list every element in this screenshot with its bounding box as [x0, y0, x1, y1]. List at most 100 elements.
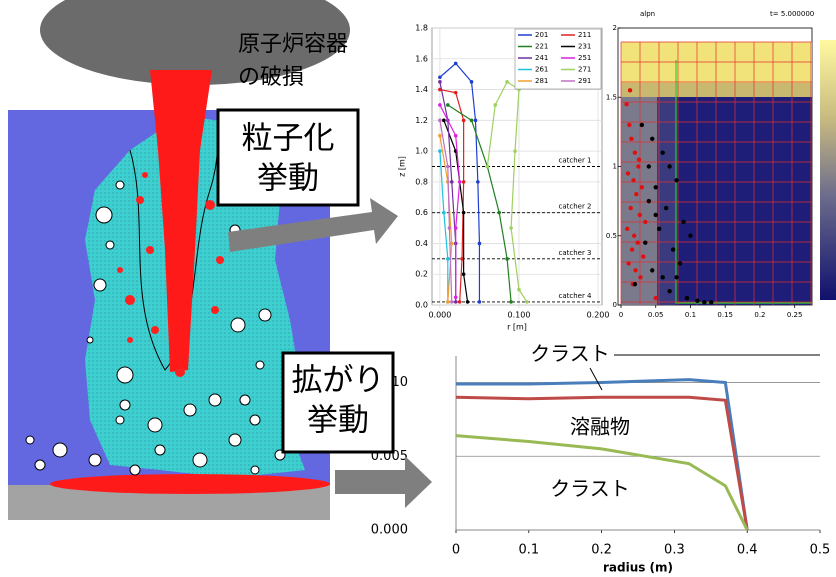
series-marker — [454, 62, 458, 66]
series-marker — [438, 134, 442, 138]
x-tick-label: 0.2 — [754, 311, 765, 319]
series-marker — [442, 119, 446, 123]
series-marker — [509, 226, 513, 230]
series-marker — [462, 119, 466, 123]
particle — [641, 254, 645, 258]
particle — [625, 227, 629, 231]
page: {"annotations": {"vessel_failure": ["原子炉… — [0, 0, 836, 577]
x-tick-label: 0 — [452, 543, 460, 558]
particle — [674, 178, 678, 182]
series-marker — [458, 180, 462, 184]
catcher-label: catcher 2 — [558, 203, 591, 211]
series-marker — [438, 80, 442, 84]
y-tick-label: 0 — [613, 301, 617, 309]
particle — [650, 137, 654, 141]
series-marker — [446, 165, 450, 169]
particle — [632, 234, 636, 238]
particle — [643, 220, 647, 224]
particle — [630, 247, 634, 251]
particle — [660, 150, 664, 154]
series-marker — [497, 211, 501, 215]
particle — [629, 206, 633, 210]
y-tick-label: 1.8 — [415, 24, 428, 33]
y-tick-label: 2 — [613, 24, 617, 32]
particle — [626, 171, 630, 175]
series-marker — [476, 180, 480, 184]
y-tick-label: 0.2 — [415, 270, 428, 279]
legend-label: 271 — [578, 66, 591, 74]
time-label: t= 5.000000 — [770, 10, 814, 18]
vessel-label: の破損 — [238, 65, 304, 90]
particle — [667, 164, 671, 168]
particle — [664, 206, 668, 210]
heatmap-cell — [621, 42, 812, 83]
particle — [626, 261, 630, 265]
series-marker — [478, 242, 482, 246]
plot-title: alpn — [640, 10, 655, 18]
y-tick-label: 1.4 — [415, 85, 428, 94]
callout-text: 挙動 — [257, 161, 319, 197]
particle — [638, 275, 642, 279]
legend-label: 241 — [535, 54, 548, 62]
series-marker — [446, 300, 450, 304]
series-marker — [474, 119, 478, 123]
legend-label: 221 — [535, 43, 548, 51]
legend-label: 281 — [535, 77, 548, 85]
x-tick-label: 0.5 — [810, 543, 831, 558]
y-tick-label: 0.0 — [415, 301, 428, 310]
y-axis-label: z [m] — [398, 156, 407, 177]
x-tick-label: 0.200 — [587, 311, 610, 320]
y-tick-label: 0.5 — [606, 232, 617, 240]
legend-label: 201 — [535, 31, 548, 39]
particle — [627, 123, 631, 127]
particle — [637, 157, 641, 161]
particle — [657, 227, 661, 231]
annotation: クラスト — [550, 477, 630, 501]
particle — [633, 268, 637, 272]
callout-text: 粒子化 — [242, 121, 335, 157]
annotation: クラスト — [530, 342, 610, 366]
heatmap-cell — [621, 83, 812, 97]
y-tick-label: 1.0 — [415, 147, 428, 156]
x-tick-label: 0.05 — [648, 311, 664, 319]
series-marker — [454, 296, 458, 300]
series-marker — [446, 103, 450, 107]
y-tick-label: 0.8 — [415, 177, 428, 186]
vessel-label: 原子炉容器 — [238, 32, 348, 57]
series-marker — [478, 300, 482, 304]
series-marker — [466, 300, 470, 304]
series-marker — [454, 226, 458, 230]
particle — [629, 137, 633, 141]
x-tick-label: 0 — [619, 311, 623, 319]
particle — [695, 299, 699, 303]
legend-label: 291 — [578, 77, 591, 85]
x-tick-label: 0.25 — [787, 311, 803, 319]
x-tick-label: 0.100 — [508, 311, 531, 320]
series-marker — [442, 211, 446, 215]
particle — [647, 199, 651, 203]
x-axis-label: radius (m) — [603, 561, 673, 575]
series-marker — [462, 272, 466, 276]
series-marker — [493, 103, 497, 107]
series-line — [456, 380, 747, 530]
plots: 0.00.20.40.60.81.01.21.41.61.80.0000.100… — [371, 10, 836, 575]
particle — [636, 164, 640, 168]
series-marker — [438, 75, 442, 79]
series-marker — [450, 300, 454, 304]
catcher-label: catcher 3 — [558, 249, 591, 257]
particle — [643, 240, 647, 244]
series-marker — [446, 257, 450, 261]
particle — [671, 247, 675, 251]
series-marker — [525, 300, 529, 304]
particle — [633, 282, 637, 286]
series-marker — [470, 119, 474, 123]
series-marker — [454, 300, 458, 304]
y-tick-label: 0.4 — [415, 239, 428, 248]
series-marker — [458, 300, 462, 304]
figure: 原子炉容器 の破損 0.00.20.40.60.81.01.21.41.61.8… — [0, 0, 836, 577]
catcher-label: catcher 1 — [558, 157, 591, 165]
particle — [635, 240, 639, 244]
particle — [674, 275, 678, 279]
particle — [681, 220, 685, 224]
y-tick-label: 1.2 — [415, 116, 428, 125]
